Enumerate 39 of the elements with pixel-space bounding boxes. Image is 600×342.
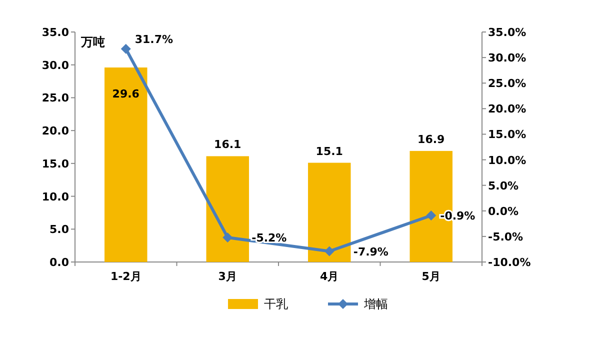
data-label: 15.1 [316,144,343,158]
y-tick-label: 25.0 [42,92,70,105]
bar [206,156,249,262]
y-tick-label: 10.0 [42,190,70,204]
y2-tick-label: 10.0% [488,154,526,167]
y-tick-label: 0.0 [50,256,70,269]
y2-tick-label: 5.0% [488,179,519,192]
point [324,246,334,256]
bar [104,67,148,262]
y2-tick-label: 15.0% [488,128,526,142]
point [222,232,233,242]
legend-label: 干乳 [264,297,288,311]
legend-label: 增幅 [363,297,388,311]
bar [308,162,351,262]
y2-tick-label: 20.0% [488,102,526,116]
y-tick-label: 35.0 [42,26,70,39]
point [120,44,131,54]
x-tick-label: 1-2月 [110,270,142,283]
y2-tick-label: -5.0% [488,230,524,244]
y-tick-label: 20.0 [42,124,70,138]
y2-tick-label: 30.0% [488,52,526,65]
y2-tick-label: 25.0% [488,77,526,90]
y2-tick-label: -10.0% [488,256,531,269]
data-label: -7.9% [353,245,388,258]
data-label: 16.1 [214,138,242,152]
x-tick-label: 4月 [320,270,339,283]
y2-tick-label: 35.0% [488,26,526,39]
data-label: 29.6 [112,87,140,100]
y2-tick-label: 0.0% [488,204,519,218]
y-tick-label: 5.0 [50,223,70,236]
x-tick-label: 3月 [218,270,237,283]
y-axis-title: 万吨 [80,35,105,49]
data-label: -5.2% [252,231,287,244]
x-tick-label: 5月 [422,270,440,283]
data-label: 31.7% [134,32,174,46]
point [426,210,436,220]
y-tick-label: 30.0 [42,58,70,72]
y-tick-label: 15.0 [42,157,70,170]
data-label: 16.9 [418,132,445,146]
